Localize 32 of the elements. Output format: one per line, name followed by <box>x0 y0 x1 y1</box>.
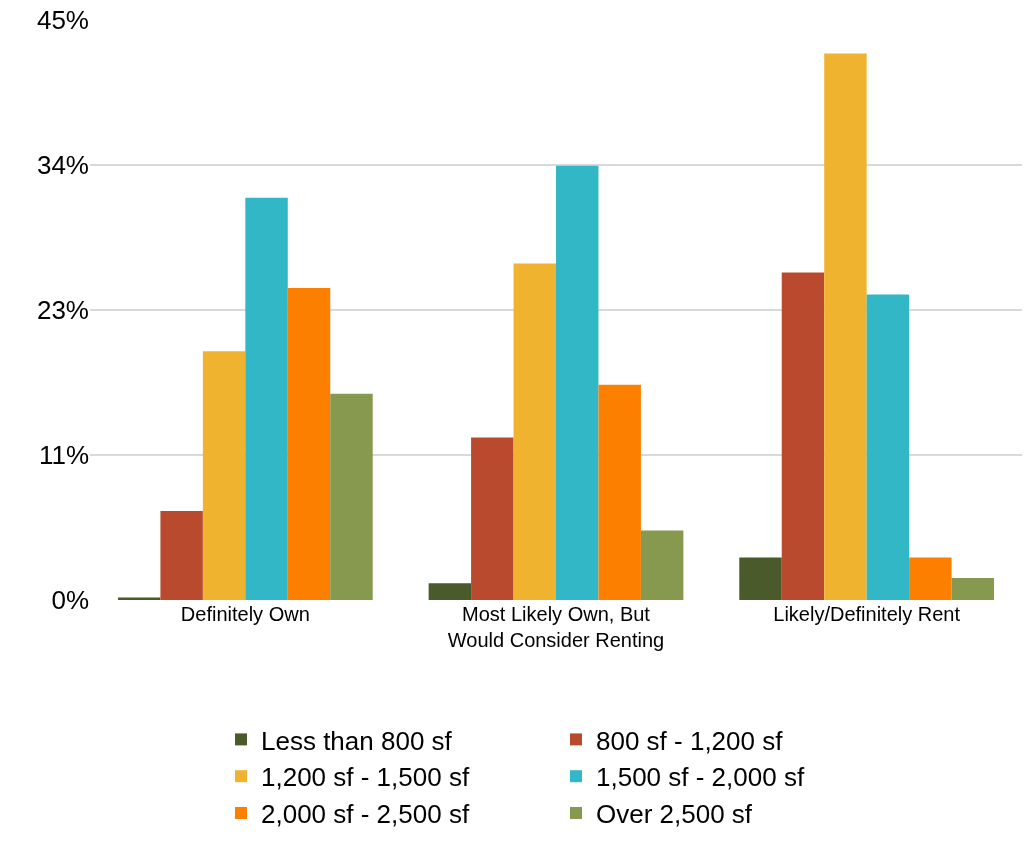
bar <box>951 578 995 600</box>
x-tick-label: Definitely Own <box>180 603 310 625</box>
bar <box>471 437 514 600</box>
bar <box>513 263 556 600</box>
y-tick-label: 11% <box>38 440 89 471</box>
y-tick-label: 23% <box>36 295 89 326</box>
bar <box>866 294 910 600</box>
bar <box>287 288 331 600</box>
bar <box>556 165 599 600</box>
x-tick-label: Likely/Definitely Rent <box>773 603 961 625</box>
y-tick-label: 0% <box>51 585 89 616</box>
bar <box>160 511 203 600</box>
y-tick-label: 45% <box>36 5 89 36</box>
bar <box>739 557 782 600</box>
bar <box>824 53 867 600</box>
legend-label: 1,200 sf - 1,500 sf <box>261 762 470 793</box>
bar <box>428 583 472 600</box>
bar <box>598 384 641 600</box>
bar <box>330 393 373 600</box>
legend-label: 2,000 sf - 2,500 sf <box>261 799 470 830</box>
legend-label: 800 sf - 1,200 sf <box>596 725 784 756</box>
bar <box>781 272 825 600</box>
legend-label: Over 2,500 sf <box>596 799 753 830</box>
legend-label: 1,500 sf - 2,000 sf <box>596 762 805 793</box>
x-tick-label: Most Likely Own, But Would Consider Renting <box>447 603 665 651</box>
y-tick-label: 34% <box>36 150 89 181</box>
legend-label: Less than 800 sf <box>261 725 453 756</box>
bar <box>245 197 288 600</box>
bar <box>909 557 952 600</box>
bar <box>202 351 246 600</box>
bar <box>640 530 684 600</box>
bar <box>117 597 161 600</box>
